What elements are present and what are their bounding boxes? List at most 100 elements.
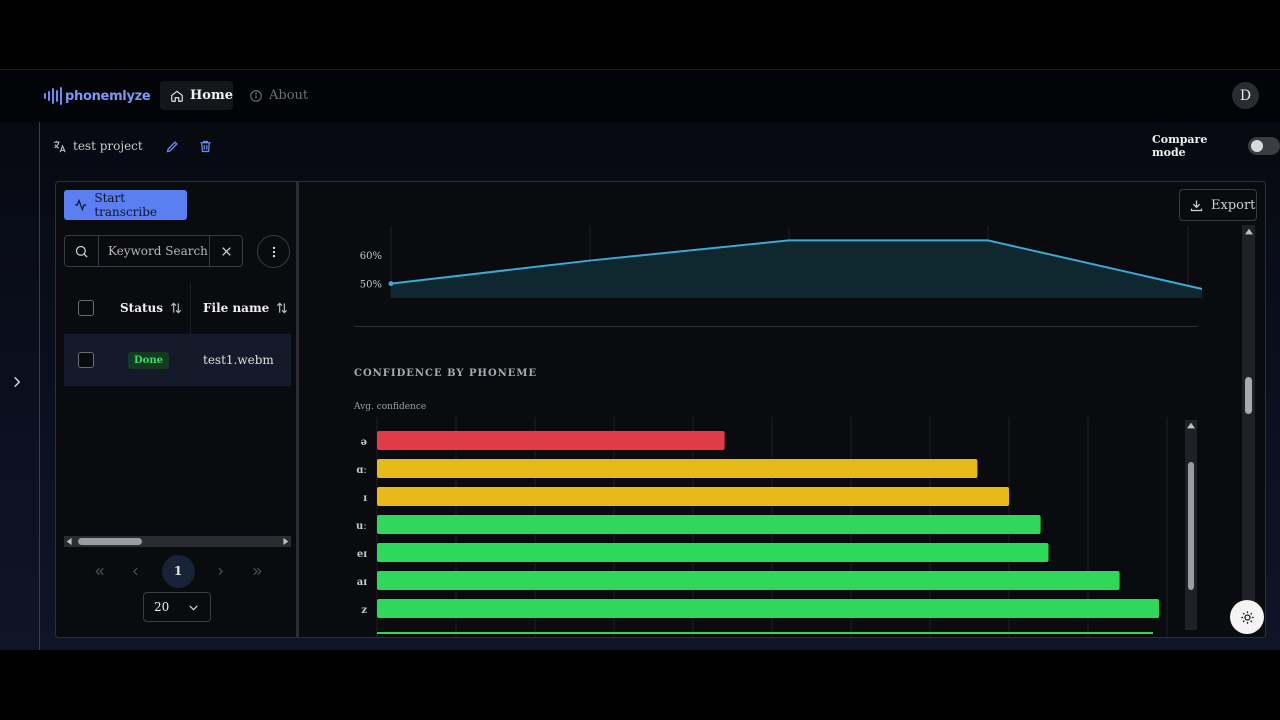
scroll-up-icon[interactable]: [1245, 228, 1253, 236]
start-transcribe-button[interactable]: Start transcribe: [64, 190, 187, 220]
nav-about[interactable]: About: [249, 81, 308, 110]
panel-vertical-scrollbar[interactable]: [1242, 225, 1255, 633]
download-icon: [1190, 200, 1203, 211]
row-file-cell: test1.webm: [190, 334, 291, 386]
edit-project-button[interactable]: [165, 139, 180, 154]
info-icon: [250, 89, 262, 102]
delete-project-button[interactable]: [198, 139, 213, 154]
file-header-label: File name: [203, 301, 270, 315]
chevron-left-icon: [133, 567, 138, 575]
area-fill: [391, 240, 1202, 298]
scrollbar-thumb[interactable]: [1188, 462, 1194, 590]
category-label: uː: [356, 521, 367, 532]
category-label: ə: [361, 437, 367, 448]
table-header: Status File name: [64, 282, 291, 334]
search-input[interactable]: [100, 236, 210, 266]
prev-page-button[interactable]: [125, 560, 147, 582]
app-window: phonemlyze Home About D test project Com…: [0, 69, 1280, 651]
export-label: Export: [1211, 197, 1256, 213]
confidence-area-chart: 60% 50%: [360, 226, 1202, 298]
sort-icon[interactable]: [275, 301, 289, 315]
more-vertical-icon: [272, 246, 275, 257]
chart-vertical-scrollbar[interactable]: [1185, 420, 1197, 630]
activity-icon: [75, 198, 87, 212]
bar-uː: [377, 515, 1041, 534]
top-nav: phonemlyze Home About D: [0, 70, 1280, 122]
status-column-header[interactable]: Status: [108, 282, 190, 334]
y-tick-label: 60%: [360, 251, 382, 262]
chevrons-right-icon: [252, 567, 262, 575]
search-button[interactable]: [65, 236, 99, 266]
nav-home-label: Home: [190, 88, 233, 103]
search-box: [64, 235, 243, 267]
sort-icon[interactable]: [169, 301, 183, 315]
export-button[interactable]: Export: [1179, 189, 1257, 221]
category-label: ɪ: [363, 493, 367, 504]
phoneme-bar-chart: ə ɑː ɪ uː eɪ aɪ z: [356, 417, 1168, 637]
data-point: [388, 281, 394, 287]
scroll-right-icon[interactable]: [282, 538, 289, 545]
start-transcribe-label: Start transcribe: [94, 191, 158, 219]
pencil-icon: [166, 140, 178, 152]
select-all-checkbox[interactable]: [78, 300, 94, 316]
scroll-left-icon[interactable]: [66, 538, 73, 545]
waveform-icon: [44, 86, 62, 106]
letterbox-bottom: [0, 650, 1280, 720]
chevron-down-icon: [189, 604, 198, 611]
bar-z: [377, 599, 1160, 618]
scrollbar-thumb[interactable]: [78, 538, 142, 545]
page-size-select[interactable]: 20: [143, 592, 211, 622]
current-page-button[interactable]: 1: [161, 554, 195, 588]
nav-home[interactable]: Home: [160, 81, 233, 110]
page-size-value: 20: [154, 600, 170, 614]
select-all-cell: [64, 282, 108, 334]
chart-panel: Export 60% 50% CONFIDENCE BY PHONEME Avg.…: [302, 182, 1265, 637]
file-column-header[interactable]: File name: [190, 282, 291, 334]
table-row[interactable]: Done test1.webm: [64, 334, 291, 386]
more-options-button[interactable]: [257, 235, 290, 268]
pagination: 1: [88, 554, 268, 588]
compare-mode-label: Compare mode: [1152, 133, 1208, 159]
file-panel: Start transcribe Status: [56, 182, 299, 637]
chevron-right-icon[interactable]: [10, 375, 24, 389]
series-line: [390, 239, 1202, 290]
project-bar: test project: [52, 136, 213, 156]
home-icon: [171, 90, 183, 102]
horizontal-scrollbar[interactable]: [64, 536, 291, 547]
translate-icon: [53, 140, 66, 152]
category-label: z: [361, 605, 367, 616]
compare-mode-toggle[interactable]: [1248, 137, 1280, 155]
theme-toggle-button[interactable]: [1230, 600, 1264, 634]
y-tick-label: 50%: [360, 280, 382, 291]
search-icon: [75, 245, 88, 258]
scroll-up-icon[interactable]: [1187, 422, 1195, 430]
section-divider: [354, 326, 1198, 327]
logo[interactable]: phonemlyze: [44, 86, 151, 106]
last-page-button[interactable]: [246, 560, 268, 582]
status-badge: Done: [128, 351, 169, 369]
row-checkbox[interactable]: [78, 352, 94, 368]
toggle-knob: [1251, 140, 1264, 152]
logo-text: phonemlyze: [65, 88, 151, 104]
letterbox-top: [0, 0, 1280, 69]
category-label: aɪ: [357, 577, 367, 588]
scrollbar-thumb[interactable]: [1245, 377, 1252, 414]
clear-search-button[interactable]: [209, 236, 243, 266]
row-status-cell: Done: [108, 334, 190, 386]
status-header-label: Status: [120, 301, 164, 315]
first-page-button[interactable]: [88, 560, 110, 582]
sun-icon: [1240, 610, 1254, 624]
category-label: eɪ: [357, 549, 367, 560]
file-name: test1.webm: [203, 353, 274, 367]
chevrons-left-icon: [94, 567, 104, 575]
bar-ə: [377, 431, 725, 450]
section-title: CONFIDENCE BY PHONEME: [354, 368, 538, 379]
trash-icon: [200, 140, 211, 152]
next-page-button[interactable]: [209, 560, 231, 582]
chevron-right-icon: [218, 567, 223, 575]
nav-about-label: About: [269, 88, 309, 103]
row-select-cell: [64, 334, 108, 386]
bar-ɪ: [377, 487, 1009, 506]
avatar[interactable]: D: [1232, 82, 1259, 109]
project-name: test project: [73, 139, 143, 153]
